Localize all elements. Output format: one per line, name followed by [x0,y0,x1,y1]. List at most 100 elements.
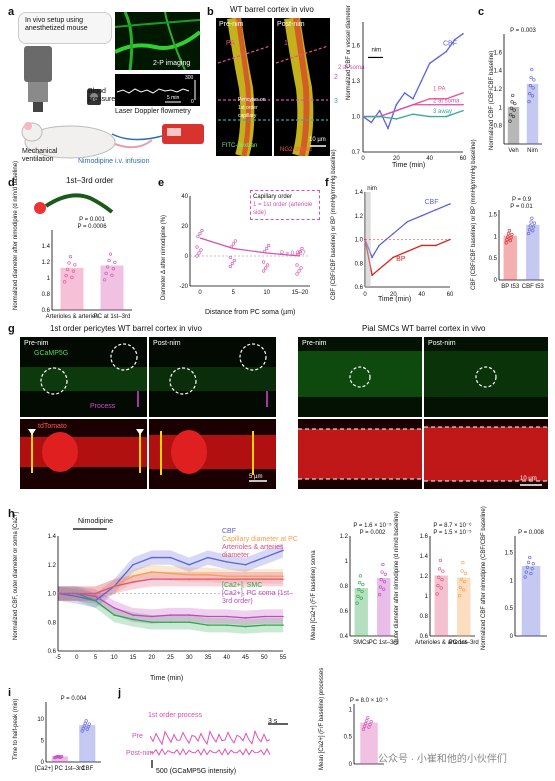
p-value-label: P = 0.002 [360,530,386,536]
data-point [263,556,266,559]
data-point [428,103,431,106]
data-point [445,98,448,100]
y-tick-label: 1.4 [420,554,429,560]
data-point [207,574,209,576]
g-gcamp-label: GCaMP5G [34,350,69,357]
data-point [200,228,204,233]
y-tick-label: 0.6 [42,308,51,314]
data-point [150,571,153,573]
data-point [150,578,153,580]
data-point [361,582,365,587]
pa-label: 1 PA [433,87,446,93]
bar [434,575,448,637]
data-point [199,248,203,252]
data-point [188,574,191,576]
x-tick-label: 10 [111,655,118,661]
b-post-label: Post-nim [277,21,305,28]
data-point [233,239,237,243]
data-point [441,569,445,573]
data-point [439,586,443,590]
x-tick-label: 30 [186,655,193,661]
e-legend-item: 1 = 1st order (arteriole side) [253,202,313,216]
data-point [527,560,531,564]
y-tick-label: 1.0 [352,115,361,121]
data-point [527,228,532,232]
y-tick-label: 1 [349,707,353,713]
bp-label: BP [396,256,406,263]
bar [503,235,517,281]
j-scale-t: 3 s [268,718,278,725]
x-tick-label: BP t53 [501,284,520,290]
b-xlabel: Time (min) [392,162,426,169]
g-smc-post-green: Post-nim [424,337,548,417]
panel-label-a: a [8,6,15,18]
bar [60,267,84,311]
data-point [232,258,236,263]
y-tick-label: 1 [510,578,514,584]
data-point [435,592,439,596]
y-tick-label: 1.2 [42,260,51,266]
data-point [445,50,448,53]
h-line-chart: 0.6 0.8 1.0 1.2 1.4 -5 0 5 10 15 20 25 30 35 40 45 50 55 [48,528,287,661]
setup-box: In vivo setup using anesthetized mouse [18,12,112,44]
bar [360,722,378,765]
x-tick-label: 40 [418,292,425,298]
data-point [458,594,462,598]
data-point [437,56,439,59]
data-point [150,615,153,618]
p-value-label: P = 0.01 [510,204,533,210]
data-point [132,581,134,583]
data-point [359,596,363,600]
data-point [132,563,134,566]
data-point [113,614,116,616]
j-trace [150,723,288,768]
data-point [63,280,67,284]
h-xlabel: Time (min) [150,675,184,682]
data-point [428,115,431,118]
data-point [362,724,367,728]
data-point [529,75,533,80]
g-smc-post-red: 10 µm [424,419,548,489]
data-point [262,260,266,264]
y-tick-label: 0.4 [340,634,349,640]
data-point [392,256,395,259]
y-tick-label: 0.6 [48,649,57,655]
data-point [531,86,535,90]
error-band [58,564,283,601]
panel-label-b: b [207,6,214,18]
h-legend: CBF Capillary diameter at PC Arterioles … [222,528,302,606]
g-title-left: 1st order pericytes WT barrel cortex in … [50,324,202,333]
data-point [68,255,73,259]
ventilation-label: Mechanical ventilation [22,148,58,163]
x-tick-label: PC at 1st–3rd [94,314,131,320]
data-point [265,246,269,251]
bar [354,588,368,637]
y-tick-label: 1.4 [494,69,503,75]
pre-trace [150,729,271,746]
x-tick-label: SMCs [353,640,369,646]
data-point [505,238,509,242]
p-value-label: P = 1.5 × 10⁻⁵ [433,529,472,536]
data-point [64,273,68,278]
data-point [355,601,359,605]
b-ylabel: Normalized CBF or vessel diameter [346,5,352,100]
h-ylabel-od: Outer diameter after nimodipine (d nim/d… [394,511,400,645]
data-point [150,556,153,559]
g-title-right: Pial SMCs WT barrel cortex in vivo [362,324,486,333]
data-point [244,617,247,619]
c-ylabel: Normalized CBF (CBF/CBF baseline) [489,50,495,150]
p-value-label: P = 0.9 [512,197,532,203]
data-point [508,239,512,243]
g-pre-red: tdTomato [20,419,147,489]
setup-text: In vivo setup using anesthetized mouse [25,17,88,32]
b-three-label: 3 [334,98,338,105]
data-point [460,569,464,573]
post-trace [150,747,271,756]
data-point [298,249,302,254]
data-point [169,614,172,616]
x-tick-label: 15 [130,655,137,661]
data-point [527,231,531,236]
flow-scale-top: 300 [185,75,194,81]
b-post-image: Post-nim 1 10 µm NG2-dsRed [274,18,330,156]
